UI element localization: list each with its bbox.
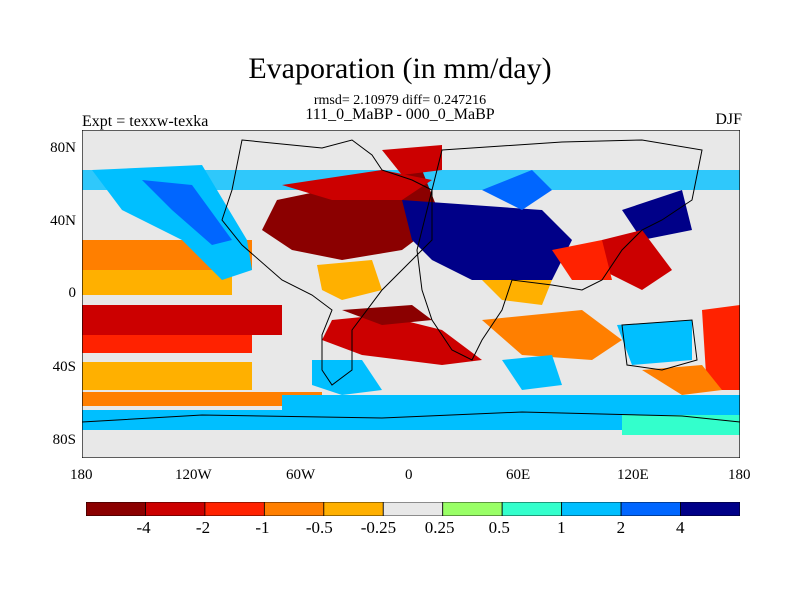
colorbar-label: 2 bbox=[616, 518, 626, 537]
colorbar-label: -4 bbox=[136, 518, 151, 537]
colorbar-swatch bbox=[145, 502, 206, 516]
colorbar-swatch bbox=[263, 502, 325, 516]
x-tick-label: 120W bbox=[175, 467, 212, 483]
x-tick-label: 0 bbox=[405, 467, 413, 483]
y-tick-label: 80S bbox=[52, 432, 76, 448]
y-tick-label: 0 bbox=[68, 285, 77, 301]
colorbar-swatch bbox=[501, 502, 563, 516]
colorbar-label: -2 bbox=[195, 518, 211, 537]
colorbar-swatch bbox=[323, 502, 384, 516]
x-tick-label: 180 bbox=[70, 467, 93, 483]
colorbar-swatch bbox=[382, 502, 444, 516]
x-tick-label: 120E bbox=[617, 467, 649, 483]
colorbar bbox=[86, 502, 740, 516]
experiment-label: Expt = texxw-texka bbox=[82, 113, 209, 130]
subtitle: 111_0_MaBP - 000_0_MaBP bbox=[305, 106, 495, 123]
colorbar-swatch bbox=[680, 502, 740, 516]
x-tick-label: 180 bbox=[728, 467, 751, 483]
y-tick-label: 80N bbox=[50, 140, 76, 156]
colorbar-label: 1 bbox=[557, 518, 566, 537]
evaporation-map bbox=[82, 130, 740, 458]
y-tick-label: 40S bbox=[52, 359, 76, 375]
stats-line: rmsd= 2.10979 diff= 0.247216 bbox=[313, 93, 487, 108]
x-tick-label: 60E bbox=[506, 467, 531, 483]
colorbar-swatch bbox=[442, 502, 503, 516]
colorbar-swatch bbox=[561, 502, 622, 516]
season-label: DJF bbox=[715, 111, 742, 128]
colorbar-swatch bbox=[204, 502, 265, 516]
colorbar-label: -1 bbox=[255, 518, 270, 537]
x-tick-label: 60W bbox=[286, 467, 316, 483]
page-title: Evaporation (in mm/day) bbox=[248, 52, 552, 85]
colorbar-label: 0.25 bbox=[424, 518, 455, 537]
y-tick-label: 40N bbox=[50, 213, 76, 229]
colorbar-label: -0.25 bbox=[360, 518, 397, 537]
colorbar-swatch bbox=[620, 502, 681, 516]
colorbar-swatch bbox=[86, 502, 146, 516]
colorbar-label: 0.5 bbox=[488, 518, 510, 537]
colorbar-label: 4 bbox=[676, 518, 685, 537]
colorbar-label: -0.5 bbox=[305, 518, 333, 537]
